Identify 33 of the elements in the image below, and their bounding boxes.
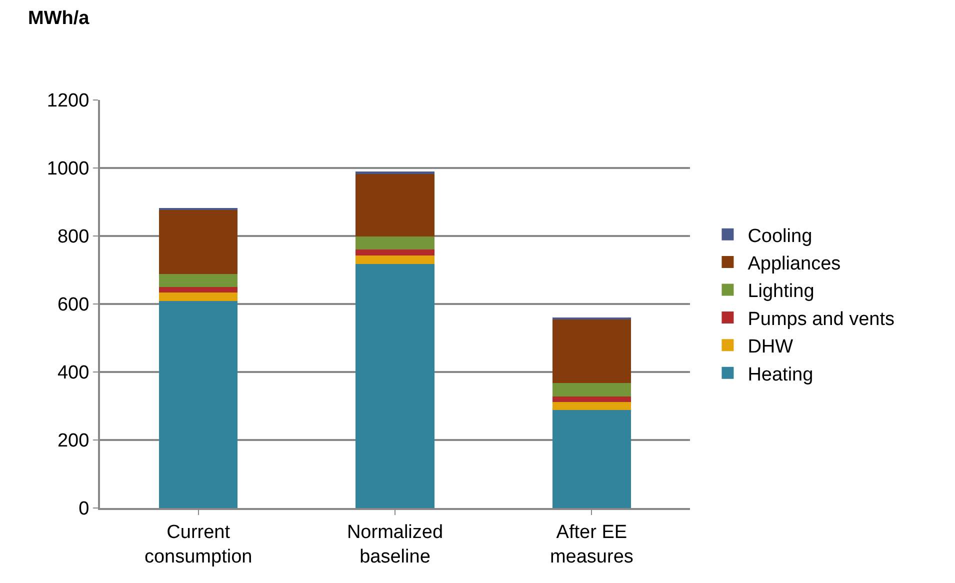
legend-label: Lighting (748, 281, 814, 302)
y-tick-label: 800 (57, 226, 90, 248)
bar (356, 174, 434, 237)
bar (552, 319, 631, 384)
bar (356, 171, 434, 174)
bar (356, 256, 434, 264)
y-axis-title: MWh/a (28, 8, 90, 29)
bar (159, 292, 238, 301)
y-tick-label: 200 (57, 430, 90, 452)
bar (159, 287, 238, 292)
bar (159, 274, 238, 287)
legend-label: Heating (748, 364, 814, 386)
bar (552, 410, 631, 508)
bar (159, 210, 238, 274)
bar (356, 250, 434, 256)
bar (552, 402, 631, 410)
x-tick-label: After EE measures (550, 522, 634, 568)
bar (356, 264, 434, 508)
legend-label: Appliances (748, 253, 841, 274)
bar (552, 396, 631, 402)
x-tick-label: Current consumption (144, 522, 252, 568)
bar (159, 300, 238, 508)
legend-label: DHW (748, 336, 794, 358)
y-tick-label: 1000 (46, 158, 90, 180)
y-tick-label: 0 (78, 498, 90, 520)
y-tick-label: 400 (57, 362, 90, 384)
bar (552, 383, 631, 396)
bar (356, 236, 434, 250)
legend-label: Cooling (748, 226, 812, 247)
y-tick-label: 600 (57, 294, 90, 316)
y-tick-label: 1200 (46, 90, 90, 112)
x-tick-label: Normalized baseline (346, 522, 444, 568)
legend-label: Pumps and vents (748, 308, 895, 330)
